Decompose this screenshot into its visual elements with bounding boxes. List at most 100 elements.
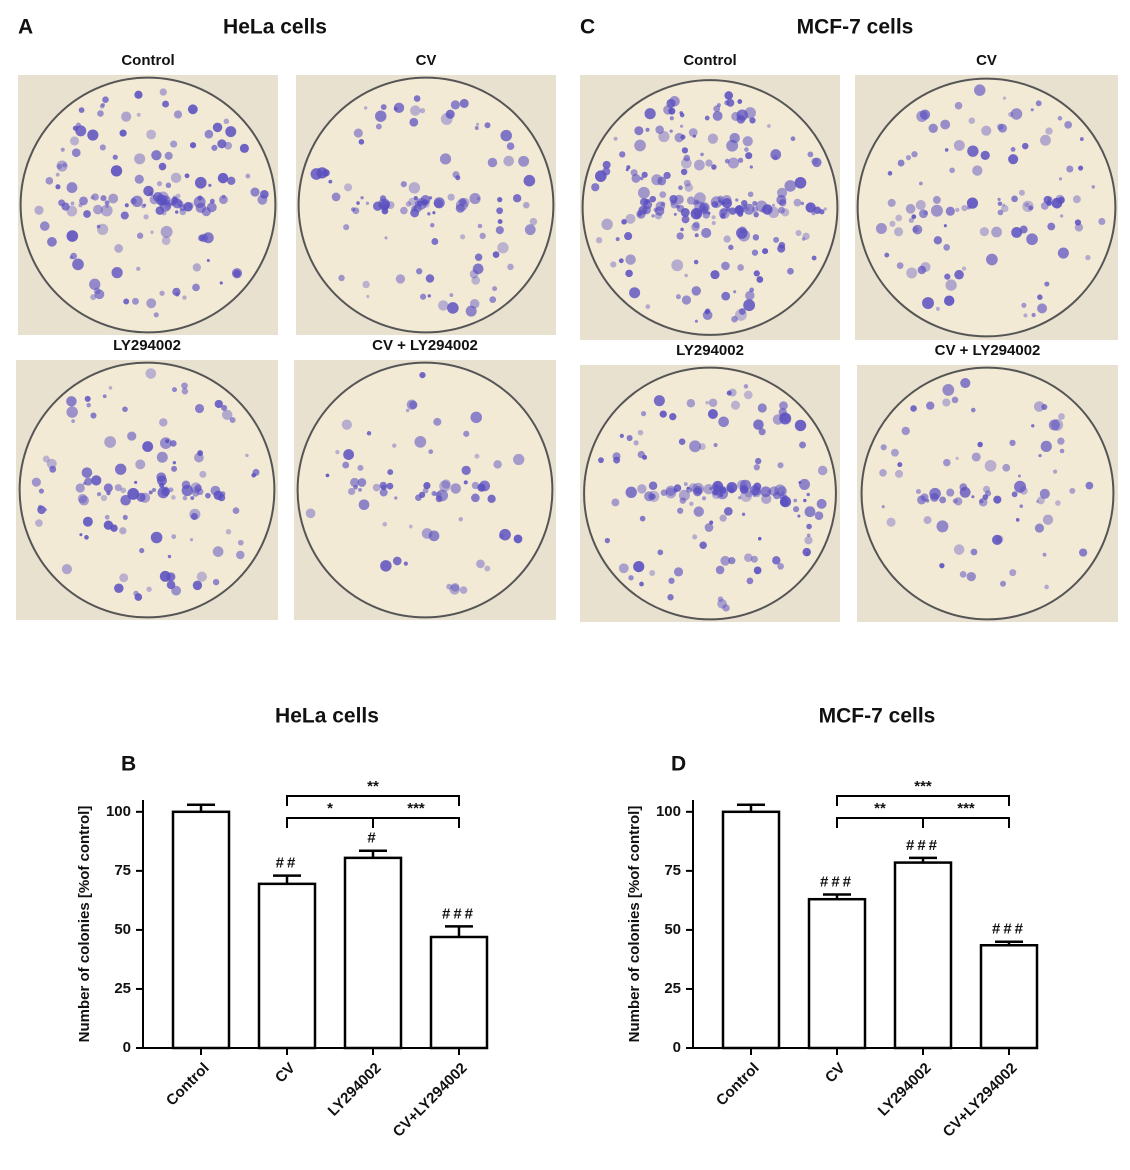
- colony: [38, 488, 45, 494]
- colony: [641, 171, 648, 178]
- colony: [358, 499, 370, 511]
- colony: [465, 305, 477, 317]
- colony: [694, 211, 702, 218]
- colony: [463, 430, 470, 437]
- colony: [767, 489, 772, 494]
- colony: [204, 129, 214, 139]
- colony: [433, 417, 442, 426]
- panel-label: D: [671, 753, 686, 776]
- colony: [139, 492, 151, 503]
- colony: [1079, 137, 1084, 142]
- colony: [31, 477, 41, 487]
- colony: [743, 390, 753, 400]
- colony: [358, 139, 365, 145]
- colony: [971, 452, 981, 462]
- colony: [471, 481, 480, 490]
- colony: [189, 508, 201, 520]
- error-bar: [187, 803, 215, 812]
- colony: [712, 110, 723, 121]
- colony: [794, 176, 807, 189]
- colony: [418, 491, 426, 498]
- colony: [1017, 474, 1021, 478]
- colony: [372, 483, 381, 492]
- colony: [1002, 96, 1007, 100]
- colony: [406, 399, 417, 410]
- colony: [1019, 504, 1024, 509]
- colony: [669, 413, 677, 421]
- colony: [1031, 424, 1035, 428]
- colony-photo: [296, 75, 556, 335]
- colony: [762, 204, 773, 215]
- colony: [219, 195, 228, 205]
- colony: [209, 198, 215, 204]
- colony: [1037, 303, 1048, 314]
- significance-hash: ###: [992, 921, 1026, 938]
- colony: [915, 489, 921, 495]
- colony: [658, 131, 670, 143]
- panel-label: B: [121, 753, 136, 776]
- colony: [70, 201, 75, 206]
- colony: [1045, 127, 1053, 135]
- colony: [723, 506, 733, 516]
- colony: [779, 496, 792, 508]
- colony: [897, 159, 905, 167]
- colony: [991, 226, 1002, 238]
- colony: [694, 319, 698, 323]
- colony: [331, 192, 341, 202]
- colony: [1064, 120, 1073, 129]
- error-bar: [823, 893, 851, 900]
- image-label: CV + LY294002: [935, 342, 1041, 359]
- colony: [438, 300, 449, 311]
- colony: [120, 487, 127, 494]
- colony: [1047, 222, 1056, 231]
- colony: [100, 494, 108, 502]
- colony: [639, 581, 644, 587]
- colony: [487, 157, 498, 168]
- colony: [55, 184, 61, 190]
- colony: [1018, 189, 1025, 196]
- colony: [715, 565, 725, 575]
- colony: [1078, 165, 1084, 171]
- colony: [470, 411, 483, 424]
- colony: [730, 400, 741, 410]
- colony: [175, 210, 179, 214]
- colony: [680, 124, 684, 128]
- colony: [698, 443, 706, 450]
- colony: [58, 199, 66, 207]
- colony: [669, 129, 673, 133]
- colony: [56, 160, 68, 172]
- colony: [813, 206, 822, 214]
- colony: [761, 493, 772, 505]
- colony: [703, 483, 714, 495]
- colony: [233, 269, 241, 278]
- colony: [122, 514, 128, 520]
- colony: [806, 492, 810, 497]
- colony: [721, 291, 731, 301]
- colony: [974, 84, 986, 96]
- colony: [728, 557, 736, 565]
- colony: [1010, 108, 1023, 120]
- colony: [260, 189, 269, 199]
- colony: [62, 162, 67, 168]
- colony: [720, 201, 725, 206]
- colony: [392, 556, 402, 566]
- colony: [366, 294, 370, 299]
- colony: [1040, 201, 1049, 210]
- colony: [925, 498, 930, 503]
- significance-label: ***: [407, 800, 425, 817]
- colony: [169, 440, 177, 447]
- colony: [745, 152, 753, 160]
- colony: [136, 266, 141, 271]
- colony: [479, 232, 486, 240]
- colony: [408, 182, 421, 194]
- colony: [970, 548, 978, 556]
- colony: [83, 210, 91, 218]
- colony: [980, 150, 990, 161]
- colony: [78, 203, 83, 208]
- colony: [807, 151, 814, 158]
- colony: [356, 201, 360, 205]
- colony: [1028, 205, 1034, 211]
- colony: [1059, 448, 1065, 454]
- colony: [591, 183, 600, 192]
- colony: [911, 214, 917, 220]
